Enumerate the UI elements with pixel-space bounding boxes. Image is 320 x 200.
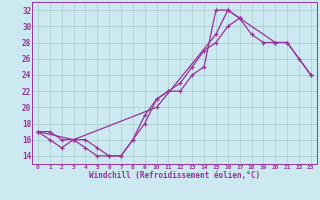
X-axis label: Windchill (Refroidissement éolien,°C): Windchill (Refroidissement éolien,°C) [89, 171, 260, 180]
